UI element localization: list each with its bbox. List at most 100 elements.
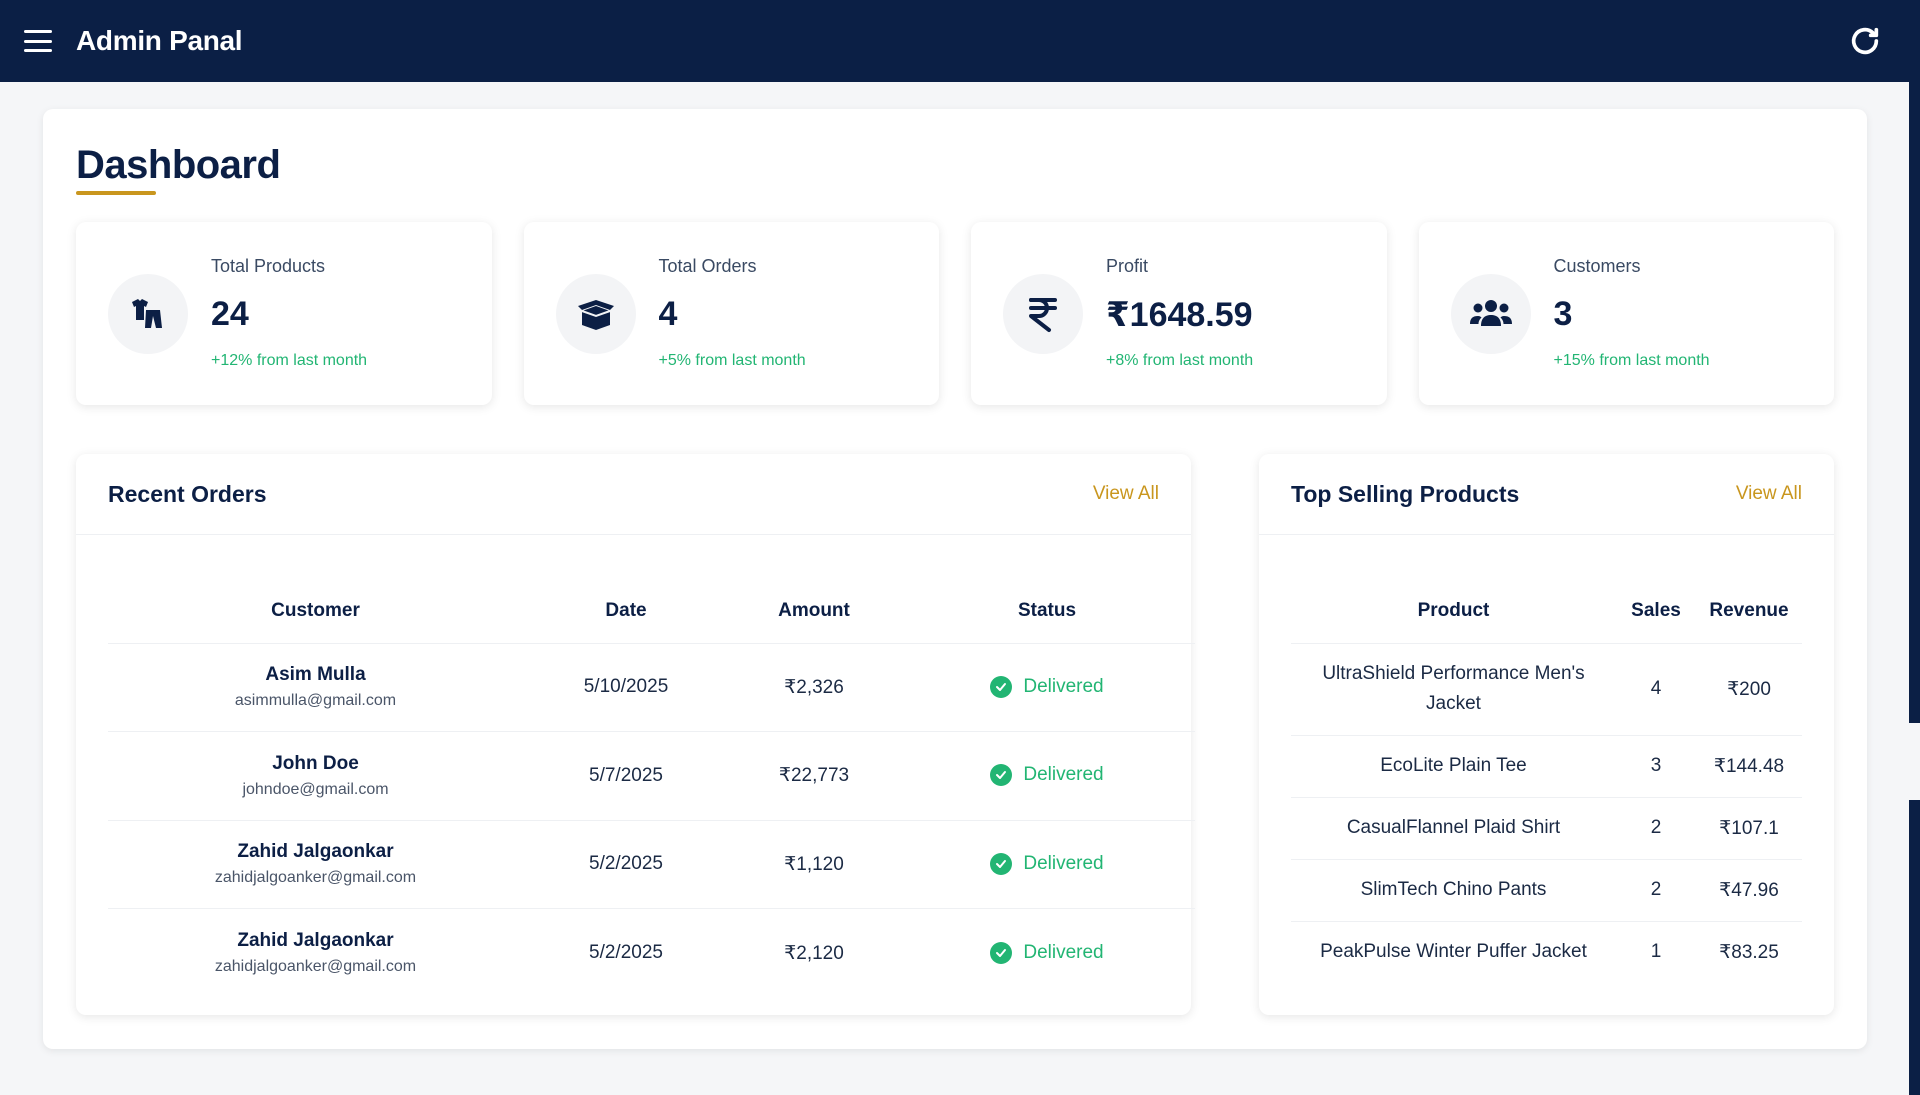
product-name: EcoLite Plain Tee [1291,735,1616,798]
product-sales: 1 [1650,941,1662,963]
check-circle-icon [990,675,1013,698]
stat-value: ₹1648.59 [1106,296,1253,334]
users-icon [1450,274,1531,354]
status-cell: Delivered [899,643,1195,732]
stat-label: Total Products [211,256,326,276]
stat-value: 3 [1553,295,1573,333]
status-cell: Delivered [899,909,1195,998]
customer-name: John Doe [272,752,359,774]
customer-name: Zahid Jalgaonkar [237,930,394,951]
stat-label: Customers [1553,256,1641,276]
status-badge: Delivered [990,852,1104,875]
recent-orders-panel: Recent Orders View All Customer Date Amo… [76,454,1195,1015]
clothes-icon [108,274,188,354]
product-sales: 4 [1616,643,1696,736]
stat-value: 24 [211,295,249,333]
status-text: Delivered [1023,675,1104,697]
hamburger-menu-icon[interactable] [24,30,52,52]
product-revenue: ₹144.48 [1696,735,1802,798]
product-name: UltraShield Performance Men's Jacket [1291,643,1616,736]
customer-name: Zahid Jalgaonkar [237,841,394,863]
customer-cell: John Doe johndoe@gmail.com [108,731,523,821]
order-date: 5/2/2025 [523,820,729,909]
column-header-status: Status [899,579,1195,644]
product-revenue: ₹107.1 [1696,797,1802,860]
table-row[interactable]: PeakPulse Winter Puffer Jacket 1 ₹83.25 [1291,921,1802,983]
stat-change: +8% from last month [1106,352,1254,369]
stat-change: +12% from last month [211,352,368,369]
order-amount: ₹1,120 [729,820,899,909]
table-header-row: Product Sales Revenue [1291,579,1802,644]
title-underline [76,191,156,195]
column-header-amount: Amount [729,579,899,644]
table-row[interactable]: Zahid Jalgaonkar zahidjalgoanker@gmail.c… [108,820,1195,909]
product-revenue: ₹47.96 [1696,859,1802,922]
status-text: Delivered [1023,852,1104,874]
recent-orders-table: Customer Date Amount Status Asim Mulla a… [108,579,1195,997]
top-products-view-all-link[interactable]: View All [1735,483,1802,504]
column-header-revenue: Revenue [1696,579,1802,644]
status-badge: Delivered [990,764,1104,787]
column-header-product: Product [1291,579,1616,644]
column-header-customer: Customer [108,579,523,644]
product-sales: 2 [1616,859,1696,922]
order-amount: ₹2,326 [729,643,899,732]
top-products-header: Top Selling Products View All [1259,454,1834,535]
product-name: SlimTech Chino Pants [1291,859,1616,922]
product-revenue: ₹200 [1696,643,1802,736]
table-row[interactable]: SlimTech Chino Pants 2 ₹47.96 [1291,859,1802,922]
product-revenue: ₹83.25 [1719,941,1779,963]
customer-email: johndoe@gmail.com [242,780,389,798]
status-badge: Delivered [990,941,1104,964]
customer-email: asimmulla@gmail.com [234,692,397,710]
page-title: Dashboard [76,143,281,187]
navbar-left: Admin Panal [24,25,243,57]
stat-label: Total Orders [658,256,757,276]
stat-change: +15% from last month [1553,352,1710,369]
top-navbar: Admin Panal [0,0,1909,82]
product-sales: 2 [1616,797,1696,860]
table-row[interactable]: John Doe johndoe@gmail.com 5/7/2025 ₹22,… [108,731,1195,821]
product-name: PeakPulse Winter Puffer Jacket [1320,941,1587,963]
status-text: Delivered [1023,941,1104,963]
recent-orders-header: Recent Orders View All [76,454,1191,535]
recent-orders-view-all-link[interactable]: View All [1092,483,1159,504]
stat-change: +5% from last month [658,352,806,369]
product-sales: 3 [1616,735,1696,798]
stat-card-total-orders: Total Orders 4 +5% from last month [523,222,939,405]
order-amount: ₹2,120 [784,942,844,964]
table-row[interactable]: EcoLite Plain Tee 3 ₹144.48 [1291,735,1802,798]
table-row[interactable]: UltraShield Performance Men's Jacket 4 ₹… [1291,643,1802,736]
top-selling-products-panel: Top Selling Products View All Product Sa… [1259,454,1834,1015]
status-badge: Delivered [990,675,1104,698]
order-date: 5/10/2025 [523,643,729,732]
customer-name: Asim Mulla [265,664,366,686]
check-circle-icon [990,852,1013,875]
customer-cell: Asim Mulla asimmulla@gmail.com [108,643,523,732]
top-products-table: Product Sales Revenue UltraShield Perfor… [1291,579,1802,983]
status-cell: Delivered [899,820,1195,909]
product-name: CasualFlannel Plaid Shirt [1291,797,1616,860]
order-date: 5/7/2025 [523,731,729,821]
stats-row: Total Products 24 +12% from last month T… [76,222,1834,405]
customer-cell: Zahid Jalgaonkar zahidjalgoanker@gmail.c… [108,820,523,909]
status-cell: Delivered [899,731,1195,821]
scrollbar-thumb[interactable] [1909,0,1920,723]
column-header-sales: Sales [1616,579,1696,644]
customer-cell: Zahid Jalgaonkar zahidjalgoanker@gmail.c… [108,909,523,998]
table-row[interactable]: Asim Mulla asimmulla@gmail.com 5/10/2025… [108,643,1195,732]
table-row[interactable]: CasualFlannel Plaid Shirt 2 ₹107.1 [1291,797,1802,860]
customer-email: zahidjalgoanker@gmail.com [214,869,417,887]
scrollbar[interactable] [1909,0,1920,1095]
recent-orders-title: Recent Orders [108,480,267,507]
app-title: Admin Panal [76,25,243,56]
stat-label: Profit [1106,256,1149,276]
refresh-icon[interactable] [1847,23,1883,59]
stat-card-customers: Customers 3 +15% from last month [1418,222,1834,405]
scrollbar-thumb-lower[interactable] [1909,800,1920,1095]
table-row[interactable]: Zahid Jalgaonkar zahidjalgoanker@gmail.c… [108,909,1195,998]
top-products-title: Top Selling Products [1291,480,1520,507]
rupee-icon [1003,274,1083,354]
order-date: 5/2/2025 [589,942,663,963]
stat-value: 4 [658,295,678,333]
